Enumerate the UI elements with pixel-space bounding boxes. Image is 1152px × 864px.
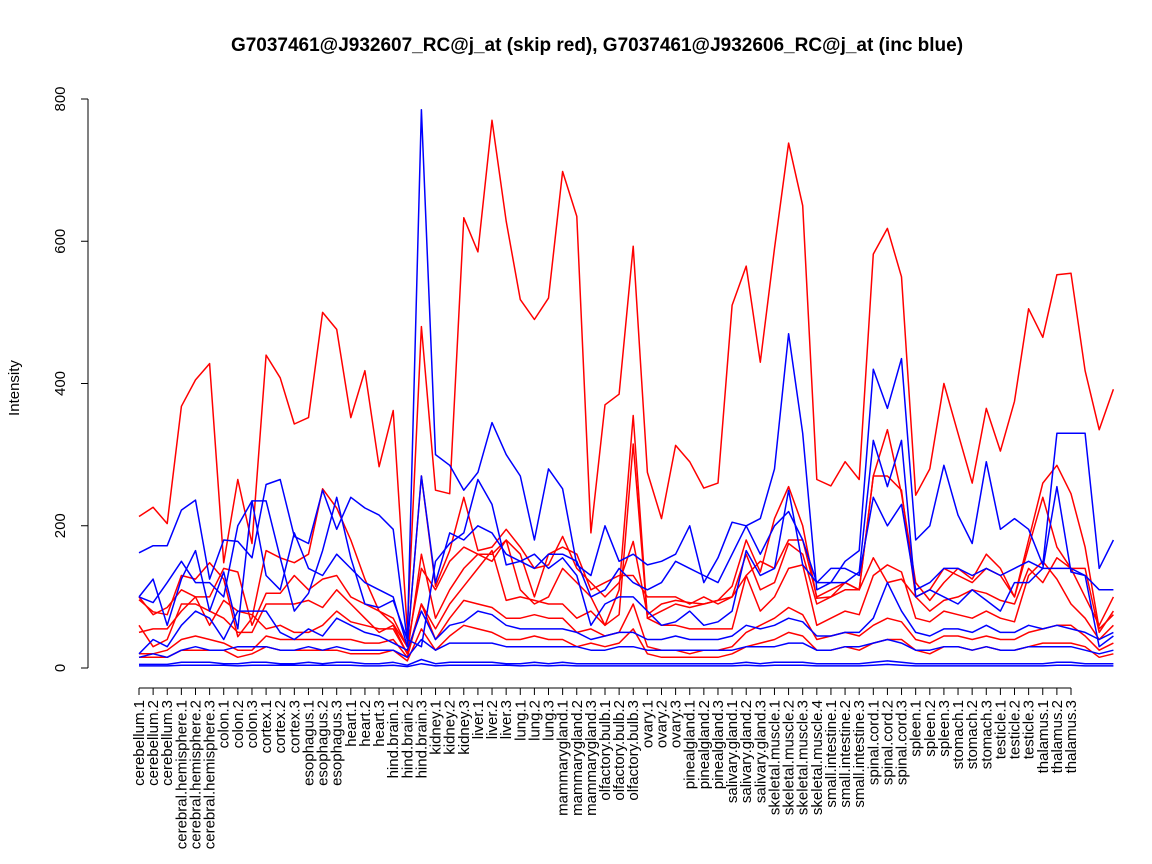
x-tick-label: small.intestine.3: [851, 700, 868, 808]
y-tick-label: 200: [52, 513, 69, 538]
x-tick-label: thalamus.2: [1049, 700, 1066, 773]
x-tick-label: lung.1: [512, 700, 529, 741]
x-tick-label: skeletal.muscle.4: [809, 700, 826, 815]
series-line-1: [138, 119, 1115, 632]
x-tick-label: cerebral.hemisphere.3: [202, 700, 219, 849]
x-tick-label: colon.2: [230, 700, 247, 748]
y-tick-label: 0: [52, 664, 69, 672]
x-tick-label: spinal.cord.1: [865, 700, 882, 785]
x-tick-label: spinal.cord.3: [894, 700, 911, 785]
x-tick-label: spleen.1: [908, 700, 925, 757]
x-tick-label: small.intestine.2: [837, 700, 854, 808]
x-tick-label: olfactory.bulb.2: [611, 700, 628, 801]
x-tick-label: esophagus.1: [301, 700, 318, 786]
x-tick-label: cerebral.hemisphere.2: [188, 700, 205, 849]
x-tick-label: cortex.2: [272, 700, 289, 753]
x-tick-label: stomach.3: [978, 700, 995, 769]
x-tick-label: salivary.gland.1: [724, 700, 741, 803]
x-tick-label: liver.2: [484, 700, 501, 739]
y-axis-label: Intensity: [6, 360, 23, 416]
y-axis: 0 200 400 600 800: [52, 86, 89, 672]
x-tick-label: spleen.3: [936, 700, 953, 757]
x-tick-label: cerebellum.1: [131, 700, 148, 786]
x-tick-label: pinealgland.3: [710, 700, 727, 789]
series-line-10: [138, 475, 1114, 648]
x-tick-label: mammarygland.2: [569, 700, 586, 816]
x-tick-label: pinealgland.2: [696, 700, 713, 789]
x-tick-label: cortex.3: [286, 700, 303, 753]
x-tick-label: colon.3: [244, 700, 261, 748]
series-line-6: [139, 599, 1114, 659]
x-tick-label: thalamus.1: [1035, 700, 1052, 773]
x-tick-label: thalamus.3: [1063, 700, 1080, 773]
x-tick-label: cerebellum.2: [145, 700, 162, 786]
series-line-8: [138, 108, 1115, 642]
x-tick-label: kidney.3: [456, 700, 473, 755]
x-tick-label: skeletal.muscle.3: [795, 700, 812, 815]
x-tick-label: salivary.gland.3: [752, 700, 769, 803]
x-tick-label: salivary.gland.2: [738, 700, 755, 803]
x-tick-label: cortex.1: [258, 700, 275, 753]
x-tick-label: mammarygland.1: [555, 700, 572, 816]
y-tick-label: 400: [52, 371, 69, 396]
x-tick-label: kidney.1: [428, 700, 445, 755]
x-tick-label: ovary.2: [654, 700, 671, 748]
x-tick-label: skeletal.muscle.1: [767, 700, 784, 815]
series-layer: [138, 108, 1115, 668]
x-tick-label: testicle.1: [992, 700, 1009, 759]
x-tick-label: testicle.2: [1007, 700, 1024, 759]
x-tick-label: colon.1: [216, 700, 233, 748]
series-line-2: [138, 428, 1114, 648]
x-tick-label: hind.brain.3: [413, 700, 430, 778]
x-tick-label: liver.1: [470, 700, 487, 739]
x-tick-label: olfactory.bulb.1: [597, 700, 614, 801]
x-tick-label: stomach.2: [964, 700, 981, 769]
x-tick-label: lung.3: [541, 700, 558, 741]
x-tick-label: olfactory.bulb.3: [625, 700, 642, 801]
series-line-5: [138, 443, 1114, 655]
x-tick-label: testicle.3: [1021, 700, 1038, 759]
x-tick-label: skeletal.muscle.2: [781, 700, 798, 815]
x-tick-label: heart.1: [343, 700, 360, 747]
x-tick-label: cerebellum.3: [159, 700, 176, 786]
x-tick-label: kidney.2: [442, 700, 459, 755]
x-tick-label: ovary.1: [639, 700, 656, 748]
series-line-11: [138, 581, 1114, 655]
y-tick-label: 600: [52, 229, 69, 254]
x-tick-label: mammarygland.3: [583, 700, 600, 816]
x-tick-label: esophagus.2: [315, 700, 332, 786]
x-tick-label: spleen.2: [922, 700, 939, 757]
x-tick-label: lung.2: [526, 700, 543, 741]
x-tick-label: heart.3: [371, 700, 388, 747]
x-tick-label: hind.brain.1: [385, 700, 402, 778]
x-tick-label: cerebral.hemisphere.1: [173, 700, 190, 849]
x-tick-label: pinealgland.1: [682, 700, 699, 789]
x-tick-label: hind.brain.2: [399, 700, 416, 778]
series-line-12: [138, 638, 1114, 659]
x-tick-label: liver.3: [498, 700, 515, 739]
x-tick-label: heart.2: [357, 700, 374, 747]
x-tick-label: ovary.3: [668, 700, 685, 748]
series-line-13: [139, 658, 1114, 666]
x-tick-label: stomach.1: [950, 700, 967, 769]
y-tick-label: 800: [52, 86, 69, 111]
x-tick-label: spinal.cord.2: [879, 700, 896, 785]
x-tick-label: esophagus.3: [329, 700, 346, 786]
series-line-9: [138, 439, 1114, 648]
chart-title: G7037461@J932607_RC@j_at (skip red), G70…: [231, 35, 963, 56]
series-line-14: [139, 662, 1114, 668]
x-axis: cerebellum.1cerebellum.2cerebellum.3cere…: [131, 687, 1080, 849]
x-tick-label: small.intestine.1: [823, 700, 840, 808]
